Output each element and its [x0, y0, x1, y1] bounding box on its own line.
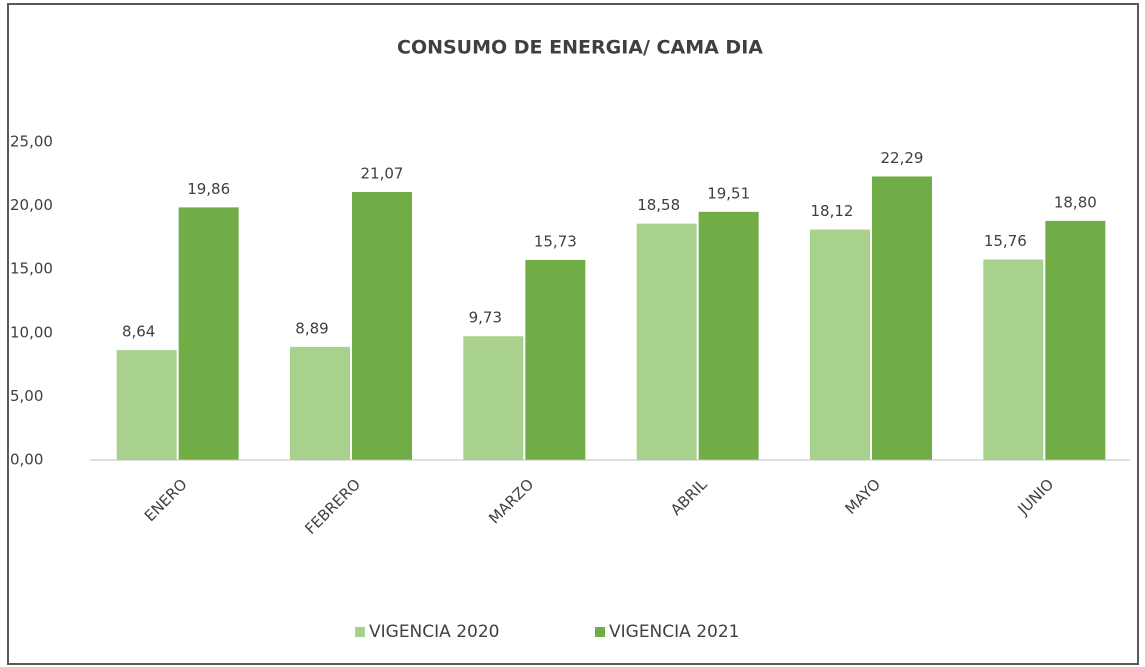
x-tick-label: ABRIL — [667, 475, 711, 519]
bar — [116, 350, 177, 460]
legend-label: VIGENCIA 2020 — [369, 622, 499, 642]
data-label: 18,80 — [1054, 193, 1097, 211]
bar — [810, 229, 870, 460]
bar — [983, 259, 1044, 460]
bar — [352, 191, 412, 460]
chart-frame — [7, 3, 1139, 665]
y-tick-label: 25,00 — [10, 133, 53, 151]
data-label: 18,58 — [637, 196, 680, 214]
bar — [525, 259, 586, 460]
legend-swatch — [595, 627, 605, 637]
data-label: 19,86 — [187, 180, 230, 198]
bar — [178, 207, 239, 460]
bar — [698, 211, 759, 460]
y-tick-label: 0,00 — [10, 451, 43, 469]
data-label: 8,89 — [295, 319, 328, 337]
data-label: 8,64 — [122, 323, 155, 341]
legend-label: VIGENCIA 2021 — [609, 622, 739, 642]
x-tick-label: MAYO — [841, 475, 884, 518]
bar — [290, 346, 350, 460]
bar — [463, 336, 524, 460]
x-tick-label: MARZO — [485, 475, 537, 527]
y-tick-label: 10,00 — [10, 323, 53, 341]
y-tick-label: 15,00 — [10, 260, 53, 278]
y-tick-label: 5,00 — [10, 387, 43, 405]
data-label: 22,29 — [881, 149, 924, 167]
data-label: 18,12 — [811, 202, 854, 220]
x-tick-label: ENERO — [141, 475, 191, 525]
data-label: 19,51 — [707, 184, 750, 202]
y-tick-label: 20,00 — [10, 196, 53, 214]
legend-swatch — [355, 627, 365, 637]
data-label: 15,73 — [534, 232, 577, 250]
bar — [872, 176, 932, 461]
bar — [636, 223, 697, 460]
data-label: 9,73 — [469, 309, 502, 327]
data-label: 15,76 — [984, 232, 1027, 250]
data-label: 21,07 — [361, 164, 404, 182]
x-tick-label: JUNIO — [1014, 475, 1058, 519]
bar — [1045, 220, 1106, 460]
x-tick-label: FEBRERO — [301, 475, 364, 538]
chart-title: CONSUMO DE ENERGIA/ CAMA DIA — [397, 37, 763, 59]
